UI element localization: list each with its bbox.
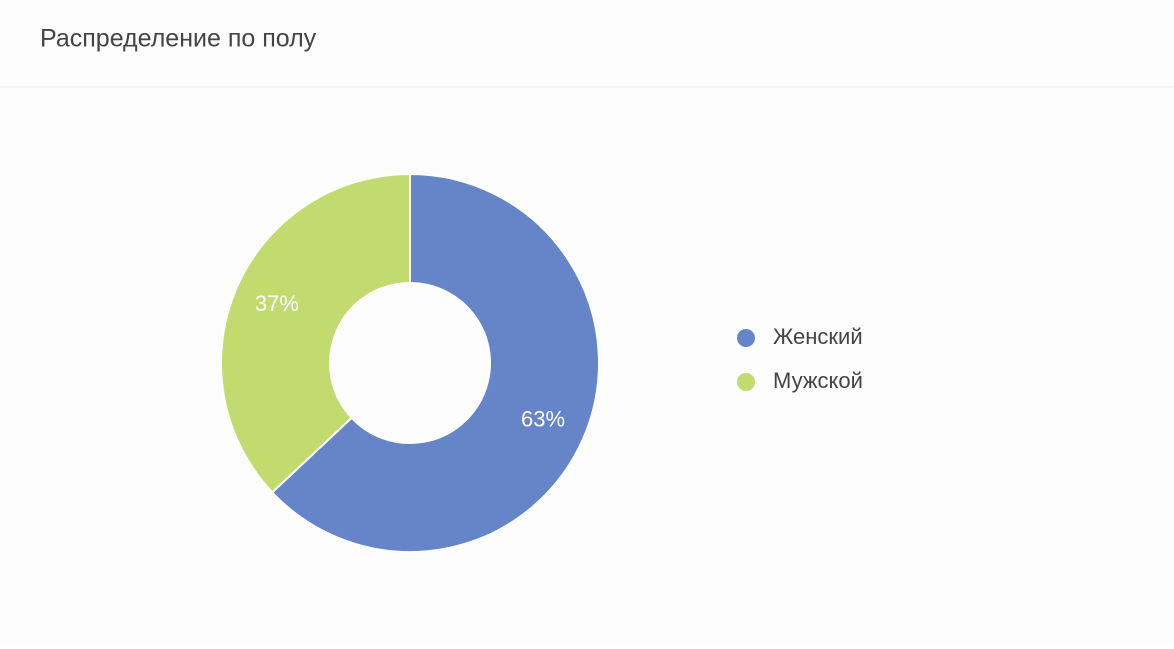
chart-title: Распределение по полу: [40, 25, 317, 53]
value-label: 37%: [255, 291, 299, 316]
legend-label: Женский: [773, 324, 863, 349]
donut-slice: [270, 172, 600, 553]
legend-label: Мужской: [773, 368, 863, 393]
value-label: 63%: [521, 406, 565, 431]
donut-slice: [220, 172, 411, 494]
legend-marker: [737, 329, 755, 347]
legend-marker: [737, 373, 755, 391]
